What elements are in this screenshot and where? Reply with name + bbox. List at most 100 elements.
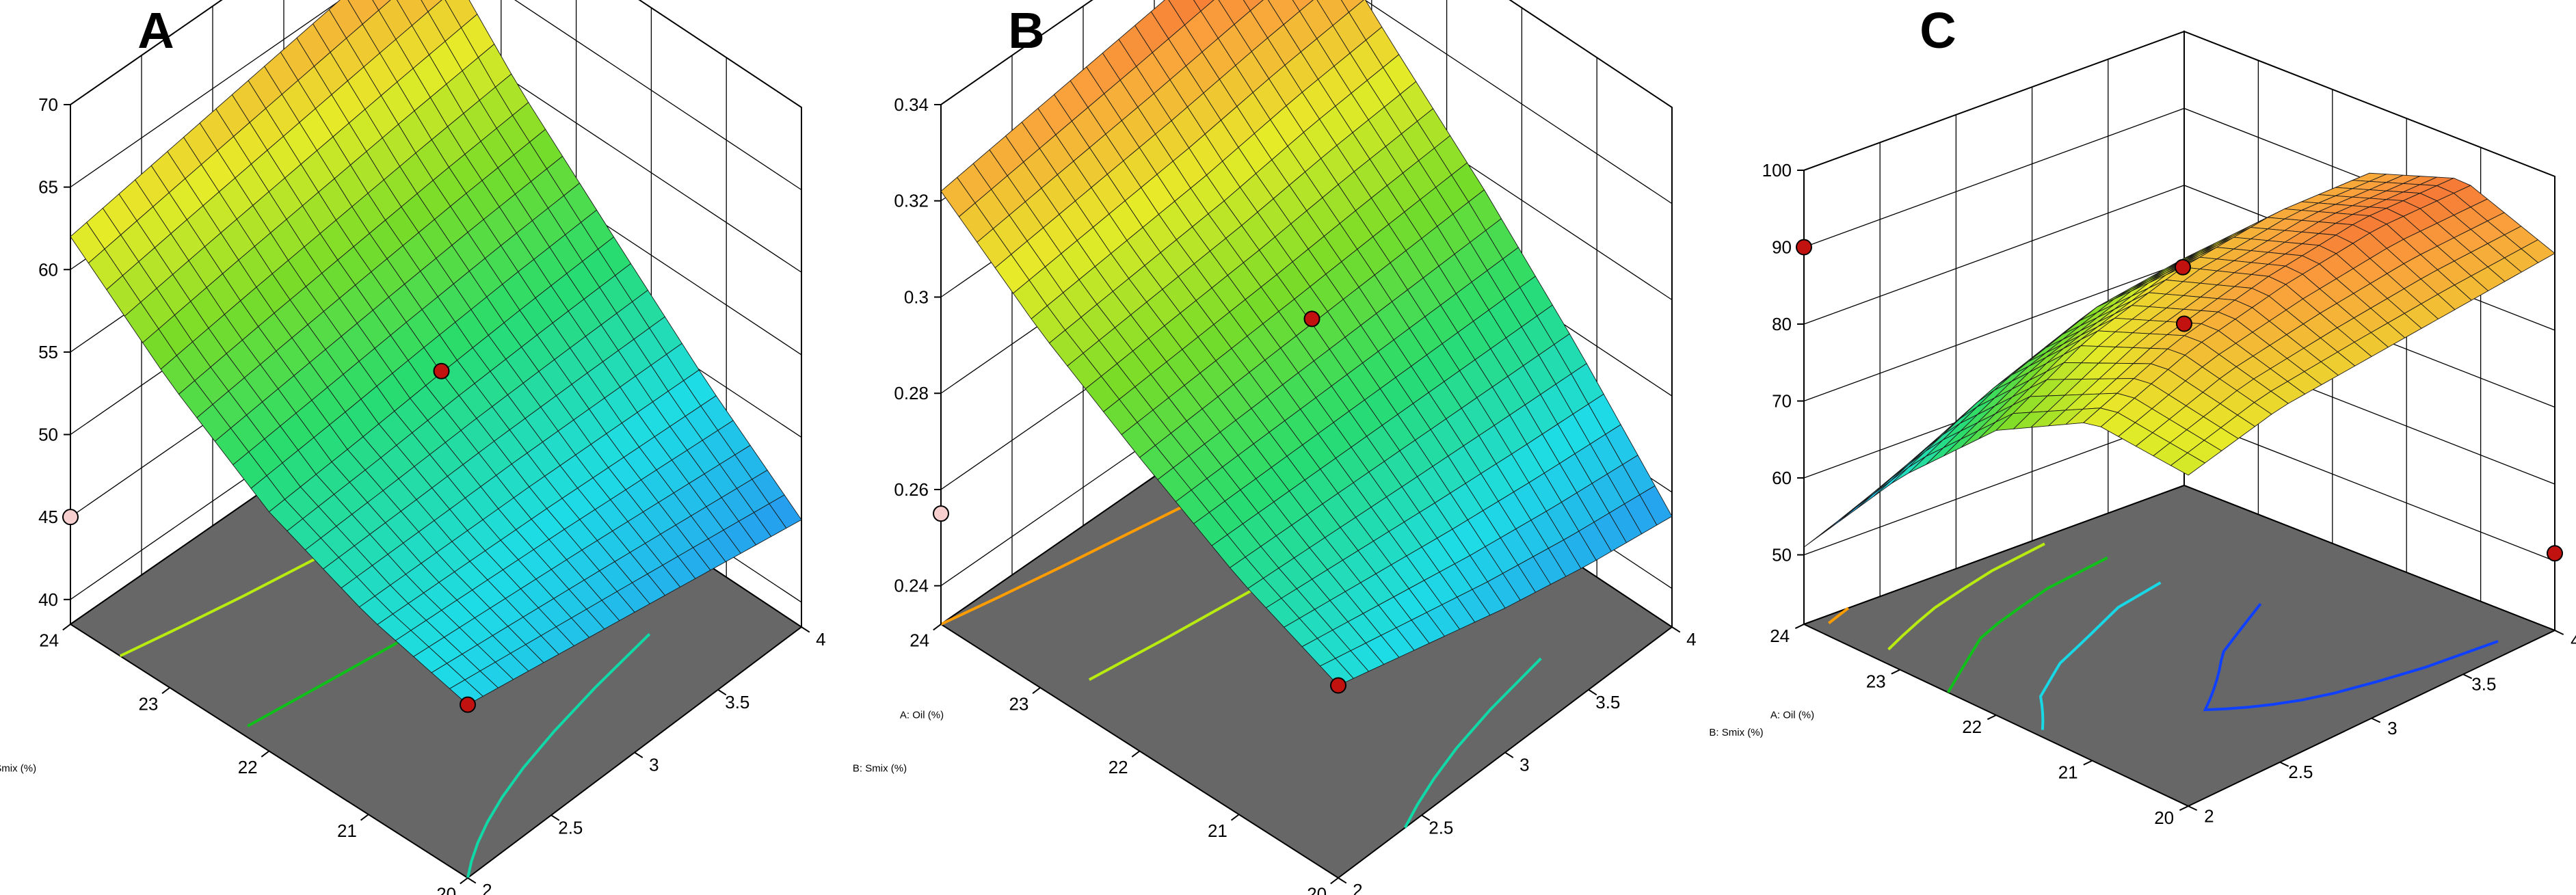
x-tick-label: 4: [1686, 629, 1696, 650]
contour-line: [1828, 606, 1850, 625]
y-tick-label: 21: [337, 820, 357, 841]
x-axis-title: A: Oil (%): [1770, 710, 1814, 721]
contour-line: [466, 632, 651, 879]
x-axis-title: A: Oil (%): [900, 710, 944, 721]
chart-panel-A: 2 2.5 3 3.5 4 20 21 22 23 24 A: Oil (%) B: Smix (%)…: [0, 0, 944, 895]
y-tick-label: 23: [1866, 671, 1886, 691]
z-tick-label: 80: [1772, 314, 1792, 334]
y-tick-label: 21: [1208, 820, 1227, 841]
wall-gridline: [940, 0, 1673, 108]
design-point: [1303, 310, 1320, 328]
x-tick: [467, 877, 477, 884]
chart-panel-B: 2 2.5 3 3.5 4 20 21 22 23 24 A: Oil (%) B: Smix (%)…: [853, 0, 1814, 895]
surface-cell: [1891, 456, 1926, 484]
z-tick-label: 45: [38, 507, 58, 527]
y-tick: [933, 624, 942, 631]
design-point: [1330, 677, 1346, 694]
chart-panel-C: 2 2.5 3 3.5 4 20 21 22 23 24 A: Oil (%) B: Smix (%)…: [1709, 2, 2576, 828]
surface-cell: [1319, 658, 1354, 686]
y-tick: [62, 624, 71, 631]
design-point: [433, 362, 450, 379]
contour-line: [1887, 542, 2045, 651]
surface-cell: [1873, 467, 1909, 497]
x-tick-label: 2: [2204, 805, 2214, 826]
panel-letter: C: [1920, 2, 1956, 59]
surface-cell: [449, 679, 483, 706]
design-point: [460, 696, 476, 713]
y-tick-label: 20: [2154, 807, 2174, 828]
x-tick-label: 4: [816, 629, 825, 650]
contour-line: [1947, 556, 2108, 693]
x-tick: [1588, 689, 1597, 696]
y-tick-label: 24: [909, 630, 929, 651]
z-tick-label: 0.28: [894, 383, 929, 403]
x-tick: [2188, 805, 2198, 811]
surface-cell: [2170, 452, 2206, 476]
y-tick-label: 20: [436, 884, 456, 895]
x-tick: [2554, 630, 2564, 635]
y-tick-label: 24: [39, 630, 59, 651]
z-tick-label: 65: [38, 177, 58, 198]
response-surface: [1803, 172, 2555, 548]
z-tick-label: 70: [1772, 391, 1792, 412]
x-tick: [1338, 877, 1347, 884]
y-tick-label: 22: [238, 757, 258, 777]
response-surface: [70, 0, 802, 706]
y-tick-label: 21: [2058, 762, 2078, 782]
x-tick-label: 2: [482, 880, 492, 895]
y-tick-label: 23: [138, 693, 158, 714]
z-tick-label: 40: [38, 589, 58, 610]
x-tick: [550, 814, 560, 821]
y-axis-title: B: Smix (%): [853, 763, 907, 775]
x-tick: [2462, 673, 2473, 680]
x-tick-label: 3: [649, 755, 659, 775]
y-tick: [360, 814, 369, 821]
x-tick-label: 2.5: [558, 817, 583, 838]
y-tick-label: 22: [1962, 717, 1982, 737]
x-tick: [1671, 626, 1681, 633]
response-surface: [940, 0, 1673, 686]
z-tick-label: 100: [1762, 160, 1792, 181]
y-tick: [161, 686, 170, 694]
y-tick: [2179, 805, 2189, 811]
contour-line: [2203, 602, 2499, 712]
z-tick-label: 50: [1772, 545, 1792, 565]
z-tick-label: 0.26: [894, 479, 929, 500]
x-tick-label: 2.5: [1429, 817, 1453, 838]
y-tick-label: 22: [1108, 757, 1128, 777]
design-point: [62, 509, 79, 526]
wall-gridline: [1803, 31, 2555, 177]
y-tick: [1891, 669, 1900, 675]
z-tick-label: 55: [38, 342, 58, 362]
x-tick-label: 4: [2571, 630, 2576, 650]
x-tick-label: 3.5: [725, 692, 749, 712]
x-tick: [634, 751, 643, 758]
contour-line: [1403, 657, 1542, 829]
x-tick-label: 3.5: [1595, 692, 1620, 712]
y-tick: [1330, 877, 1339, 885]
design-point: [2547, 545, 2563, 562]
z-tick-label: 90: [1772, 237, 1792, 258]
x-tick-label: 3: [1519, 755, 1529, 775]
x-tick: [2371, 717, 2381, 723]
x-tick-label: 3: [2387, 718, 2397, 738]
z-tick-label: 70: [38, 94, 58, 115]
x-tick-label: 3.5: [2471, 674, 2496, 695]
design-point: [933, 505, 949, 522]
x-tick: [1504, 751, 1514, 758]
panel-letter: A: [137, 2, 174, 59]
y-tick: [1794, 624, 1805, 629]
y-tick: [261, 750, 270, 758]
y-tick: [460, 877, 468, 885]
z-tick-label: 60: [1772, 468, 1792, 488]
panel-letter: B: [1008, 2, 1044, 59]
y-tick: [2083, 760, 2093, 766]
y-tick-label: 24: [1770, 626, 1790, 646]
y-axis-title: B: Smix (%): [0, 763, 36, 775]
x-tick: [717, 689, 727, 696]
wall-gridline: [70, 0, 802, 191]
y-axis-title: B: Smix (%): [1709, 727, 1763, 738]
y-tick: [1230, 814, 1240, 821]
z-tick-label: 0.24: [894, 576, 929, 596]
